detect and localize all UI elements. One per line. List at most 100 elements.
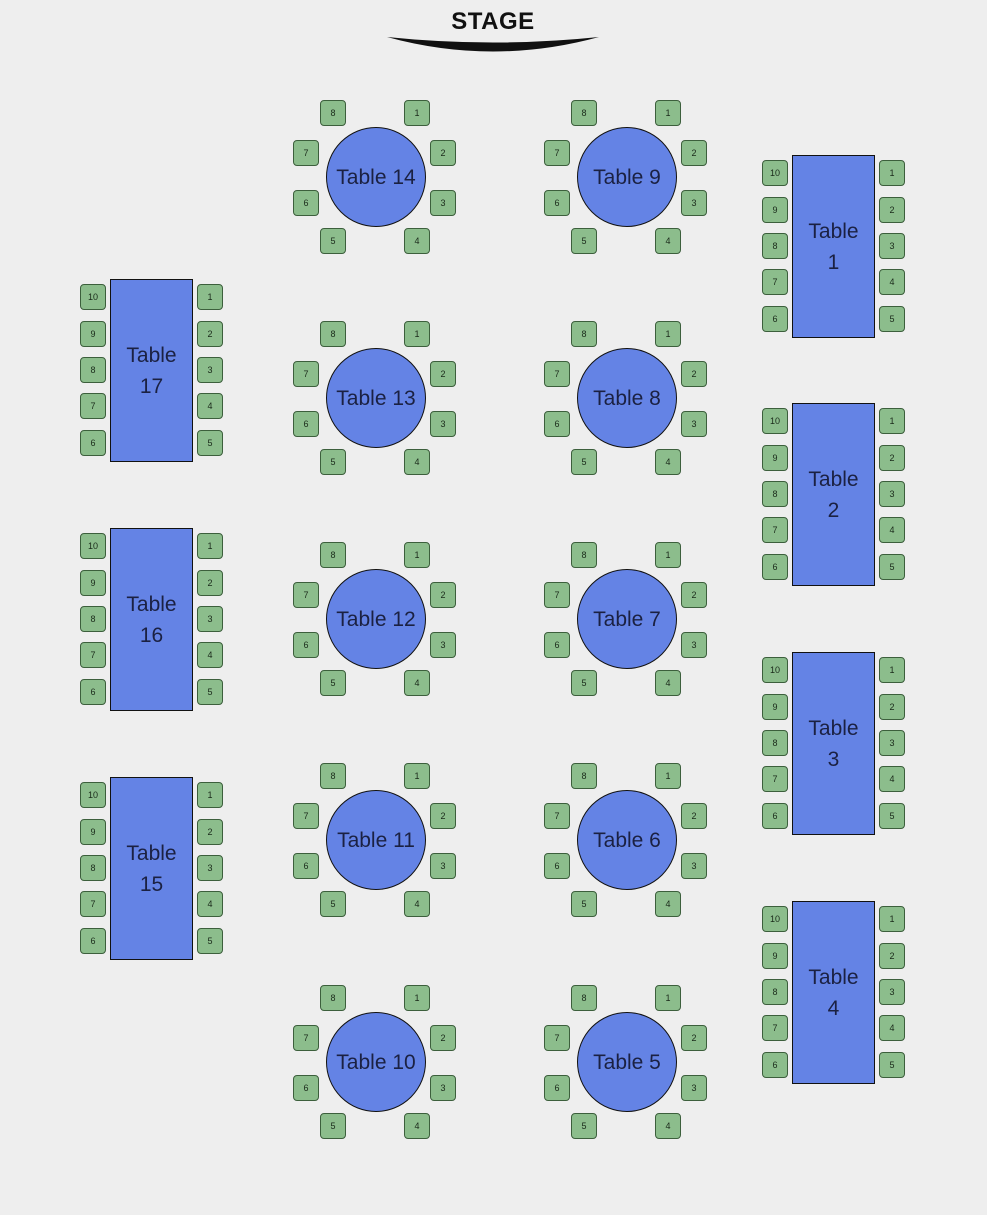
- seat-table-3-5[interactable]: 5: [879, 803, 905, 829]
- seat-table-14-3[interactable]: 3: [430, 190, 456, 216]
- seat-table-14-4[interactable]: 4: [404, 228, 430, 254]
- seat-table-5-3[interactable]: 3: [681, 1075, 707, 1101]
- seat-table-6-7[interactable]: 7: [544, 803, 570, 829]
- seat-table-7-6[interactable]: 6: [544, 632, 570, 658]
- seat-table-10-8[interactable]: 8: [320, 985, 346, 1011]
- seat-table-16-4[interactable]: 4: [197, 642, 223, 668]
- seat-table-12-4[interactable]: 4: [404, 670, 430, 696]
- seat-table-6-1[interactable]: 1: [655, 763, 681, 789]
- seat-table-2-7[interactable]: 7: [762, 517, 788, 543]
- seat-table-3-6[interactable]: 6: [762, 803, 788, 829]
- seat-table-11-3[interactable]: 3: [430, 853, 456, 879]
- seat-table-3-8[interactable]: 8: [762, 730, 788, 756]
- seat-table-5-8[interactable]: 8: [571, 985, 597, 1011]
- seat-table-9-8[interactable]: 8: [571, 100, 597, 126]
- seat-table-17-6[interactable]: 6: [80, 430, 106, 456]
- seat-table-8-6[interactable]: 6: [544, 411, 570, 437]
- seat-table-11-5[interactable]: 5: [320, 891, 346, 917]
- seat-table-1-2[interactable]: 2: [879, 197, 905, 223]
- seat-table-1-9[interactable]: 9: [762, 197, 788, 223]
- table-8[interactable]: Table 8: [577, 348, 677, 448]
- seat-table-6-5[interactable]: 5: [571, 891, 597, 917]
- seat-table-1-3[interactable]: 3: [879, 233, 905, 259]
- seat-table-16-5[interactable]: 5: [197, 679, 223, 705]
- seat-table-6-8[interactable]: 8: [571, 763, 597, 789]
- seat-table-16-2[interactable]: 2: [197, 570, 223, 596]
- seat-table-10-2[interactable]: 2: [430, 1025, 456, 1051]
- seat-table-15-10[interactable]: 10: [80, 782, 106, 808]
- seat-table-9-4[interactable]: 4: [655, 228, 681, 254]
- seat-table-3-4[interactable]: 4: [879, 766, 905, 792]
- seat-table-17-1[interactable]: 1: [197, 284, 223, 310]
- seat-table-7-7[interactable]: 7: [544, 582, 570, 608]
- table-15[interactable]: Table 15: [110, 777, 193, 960]
- seat-table-7-8[interactable]: 8: [571, 542, 597, 568]
- seat-table-8-3[interactable]: 3: [681, 411, 707, 437]
- table-10[interactable]: Table 10: [326, 1012, 426, 1112]
- seat-table-3-10[interactable]: 10: [762, 657, 788, 683]
- table-7[interactable]: Table 7: [577, 569, 677, 669]
- seat-table-9-2[interactable]: 2: [681, 140, 707, 166]
- seat-table-1-4[interactable]: 4: [879, 269, 905, 295]
- seat-table-2-4[interactable]: 4: [879, 517, 905, 543]
- seat-table-17-10[interactable]: 10: [80, 284, 106, 310]
- seat-table-15-3[interactable]: 3: [197, 855, 223, 881]
- seat-table-5-1[interactable]: 1: [655, 985, 681, 1011]
- seat-table-4-1[interactable]: 1: [879, 906, 905, 932]
- seat-table-1-8[interactable]: 8: [762, 233, 788, 259]
- seat-table-11-6[interactable]: 6: [293, 853, 319, 879]
- seat-table-1-6[interactable]: 6: [762, 306, 788, 332]
- seat-table-12-5[interactable]: 5: [320, 670, 346, 696]
- seat-table-12-2[interactable]: 2: [430, 582, 456, 608]
- table-16[interactable]: Table 16: [110, 528, 193, 711]
- seat-table-15-7[interactable]: 7: [80, 891, 106, 917]
- seat-table-2-5[interactable]: 5: [879, 554, 905, 580]
- seat-table-17-9[interactable]: 9: [80, 321, 106, 347]
- seat-table-17-8[interactable]: 8: [80, 357, 106, 383]
- seat-table-15-8[interactable]: 8: [80, 855, 106, 881]
- table-17[interactable]: Table 17: [110, 279, 193, 462]
- seat-table-6-6[interactable]: 6: [544, 853, 570, 879]
- seat-table-4-2[interactable]: 2: [879, 943, 905, 969]
- seat-table-1-1[interactable]: 1: [879, 160, 905, 186]
- seat-table-10-3[interactable]: 3: [430, 1075, 456, 1101]
- seat-table-11-7[interactable]: 7: [293, 803, 319, 829]
- seat-table-9-3[interactable]: 3: [681, 190, 707, 216]
- seat-table-15-4[interactable]: 4: [197, 891, 223, 917]
- seat-table-10-4[interactable]: 4: [404, 1113, 430, 1139]
- seat-table-3-2[interactable]: 2: [879, 694, 905, 720]
- seat-table-12-8[interactable]: 8: [320, 542, 346, 568]
- seat-table-4-9[interactable]: 9: [762, 943, 788, 969]
- seat-table-3-3[interactable]: 3: [879, 730, 905, 756]
- seat-table-13-1[interactable]: 1: [404, 321, 430, 347]
- seat-table-4-5[interactable]: 5: [879, 1052, 905, 1078]
- seat-table-8-8[interactable]: 8: [571, 321, 597, 347]
- seat-table-9-6[interactable]: 6: [544, 190, 570, 216]
- table-12[interactable]: Table 12: [326, 569, 426, 669]
- seat-table-16-9[interactable]: 9: [80, 570, 106, 596]
- seat-table-12-6[interactable]: 6: [293, 632, 319, 658]
- seat-table-12-1[interactable]: 1: [404, 542, 430, 568]
- seat-table-10-7[interactable]: 7: [293, 1025, 319, 1051]
- table-14[interactable]: Table 14: [326, 127, 426, 227]
- seat-table-16-6[interactable]: 6: [80, 679, 106, 705]
- seat-table-7-4[interactable]: 4: [655, 670, 681, 696]
- seat-table-10-6[interactable]: 6: [293, 1075, 319, 1101]
- seat-table-13-4[interactable]: 4: [404, 449, 430, 475]
- seat-table-3-1[interactable]: 1: [879, 657, 905, 683]
- seat-table-11-2[interactable]: 2: [430, 803, 456, 829]
- seat-table-10-1[interactable]: 1: [404, 985, 430, 1011]
- seat-table-2-1[interactable]: 1: [879, 408, 905, 434]
- seat-table-8-1[interactable]: 1: [655, 321, 681, 347]
- seat-table-16-3[interactable]: 3: [197, 606, 223, 632]
- seat-table-5-2[interactable]: 2: [681, 1025, 707, 1051]
- seat-table-5-7[interactable]: 7: [544, 1025, 570, 1051]
- seat-table-4-10[interactable]: 10: [762, 906, 788, 932]
- table-6[interactable]: Table 6: [577, 790, 677, 890]
- seat-table-4-3[interactable]: 3: [879, 979, 905, 1005]
- seat-table-14-8[interactable]: 8: [320, 100, 346, 126]
- seat-table-11-8[interactable]: 8: [320, 763, 346, 789]
- table-2[interactable]: Table 2: [792, 403, 875, 586]
- seat-table-15-5[interactable]: 5: [197, 928, 223, 954]
- seat-table-11-4[interactable]: 4: [404, 891, 430, 917]
